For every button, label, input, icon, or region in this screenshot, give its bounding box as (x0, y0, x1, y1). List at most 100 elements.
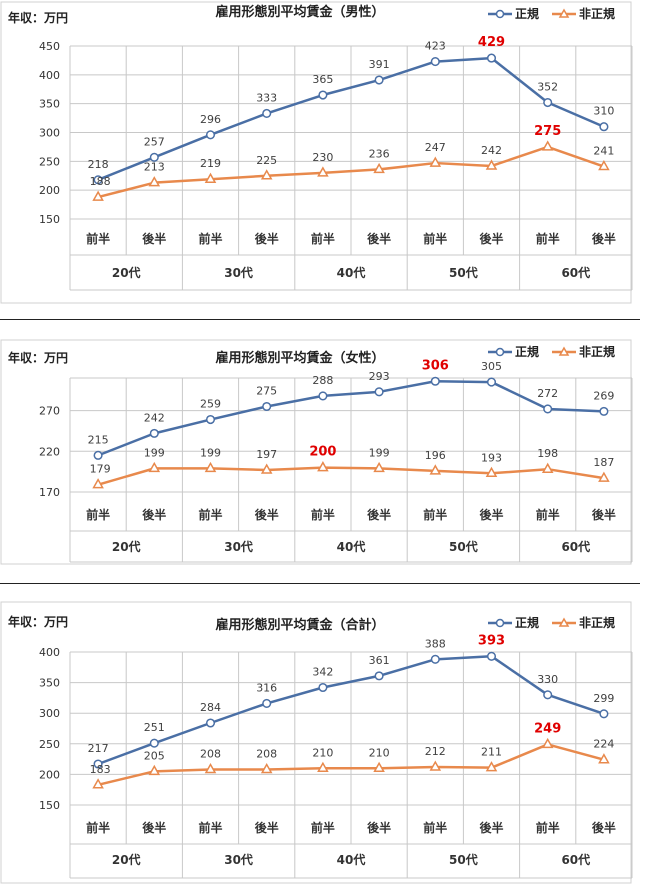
y-axis-unit-label: 年収：万円 (8, 350, 68, 365)
data-label: 196 (425, 449, 446, 462)
y-axis-unit-label: 年収：万円 (8, 614, 68, 629)
x-group-label: 40代 (337, 852, 366, 867)
x-tick-label: 後半 (479, 820, 503, 835)
x-tick-label: 前半 (536, 231, 560, 246)
data-label: 242 (144, 411, 165, 424)
data-label: 236 (369, 147, 390, 160)
data-label: 199 (144, 446, 165, 459)
data-label: 247 (425, 141, 446, 154)
chart-total: 150 200 250 300 350 400 前半 後半 前半 後半 前半 後半 前半 後半 前半 後半 20… (0, 601, 633, 884)
data-point (373, 162, 385, 174)
x-tick-label: 前半 (536, 507, 560, 522)
x-group-label: 40代 (337, 265, 366, 280)
data-point (430, 654, 440, 664)
data-point (486, 651, 497, 661)
data-point (430, 376, 440, 386)
data-point (148, 461, 161, 473)
data-point (148, 764, 161, 776)
chart-frame (0, 339, 632, 565)
x-tick-label: 前半 (198, 820, 222, 835)
data-point (599, 122, 609, 132)
data-point (485, 761, 498, 772)
x-tick-label: 前半 (311, 820, 335, 835)
data-point (598, 159, 610, 171)
x-tick-label: 後半 (479, 507, 503, 522)
x-tick-label: 後半 (142, 820, 166, 835)
data-point (318, 391, 328, 401)
data-point (485, 466, 498, 478)
data-label: 296 (200, 113, 221, 126)
x-tick-label: 前半 (86, 507, 110, 522)
data-label: 251 (144, 721, 165, 734)
data-point (260, 762, 273, 774)
data-point (543, 97, 553, 108)
y-tick-label: 150 (39, 799, 60, 812)
legend-label: 非正規 (579, 344, 615, 359)
series-line (97, 743, 605, 787)
legend-marker (495, 9, 505, 19)
chart-frame (0, 601, 632, 884)
chart-panel-total: 150 200 250 300 350 400 前半 後半 前半 後半 前半 後半 前半 後半 前半 後半 20… (0, 600, 647, 885)
y-tick-label: 150 (39, 213, 60, 226)
y-tick-label: 200 (39, 768, 60, 781)
data-point (430, 57, 440, 67)
data-label: 388 (425, 637, 446, 650)
data-point (541, 462, 554, 473)
y-tick-label: 400 (39, 69, 60, 82)
data-label: 269 (593, 389, 614, 402)
data-label: 200 (309, 445, 336, 460)
legend-label: 正規 (515, 6, 539, 21)
data-point (598, 753, 610, 764)
data-point (541, 140, 554, 151)
x-tick-label: 前半 (311, 507, 335, 522)
data-label: 215 (88, 433, 109, 446)
x-tick-label: 前半 (536, 820, 560, 835)
data-point (260, 169, 273, 180)
data-label: 199 (369, 446, 390, 459)
chart-title: 雇用形態別平均賃金（女性） (215, 350, 384, 366)
data-label: 198 (537, 447, 558, 460)
data-label: 391 (369, 58, 390, 71)
x-tick-label: 後半 (367, 231, 391, 246)
x-tick-label: 前半 (423, 231, 447, 246)
data-label: 293 (369, 370, 390, 383)
data-point (429, 464, 442, 475)
x-tick-label: 後半 (592, 820, 616, 835)
data-point (262, 108, 272, 119)
legend-label: 正規 (515, 344, 539, 359)
chart-male: 150 200 250 300 350 400 450 前半 後半 前半 後半 前半 後半 前半 後半 前半 後… (0, 1, 633, 304)
legend-label: 非正規 (579, 6, 615, 21)
data-point (204, 461, 217, 473)
data-label: 259 (200, 398, 221, 411)
data-point (148, 176, 161, 187)
data-label: 213 (144, 161, 165, 174)
chart-title: 雇用形態別平均賃金（合計） (215, 617, 384, 633)
y-tick-label: 250 (39, 738, 60, 751)
data-point (429, 760, 442, 771)
y-tick-label: 450 (39, 40, 60, 53)
data-point (205, 130, 216, 140)
data-point (318, 682, 328, 693)
data-label: 429 (478, 35, 505, 50)
legend-marker (558, 8, 570, 18)
data-label: 284 (200, 701, 221, 714)
data-point (204, 762, 217, 774)
data-label: 188 (90, 175, 111, 188)
data-label: 306 (422, 358, 449, 373)
data-label: 299 (593, 692, 614, 705)
data-point (93, 175, 103, 185)
x-group-label: 60代 (561, 265, 590, 280)
x-group-label: 20代 (112, 539, 141, 554)
series-line (97, 145, 605, 199)
series-line (97, 56, 605, 181)
x-group-label: 60代 (561, 539, 590, 554)
data-label: 197 (256, 448, 277, 461)
data-point (599, 709, 609, 719)
x-tick-label: 前半 (423, 820, 447, 835)
data-label: 288 (312, 374, 333, 387)
data-point (598, 471, 610, 482)
data-point (541, 737, 554, 749)
data-label: 205 (144, 749, 165, 762)
data-label: 316 (256, 681, 277, 694)
x-tick-label: 後半 (592, 507, 616, 522)
